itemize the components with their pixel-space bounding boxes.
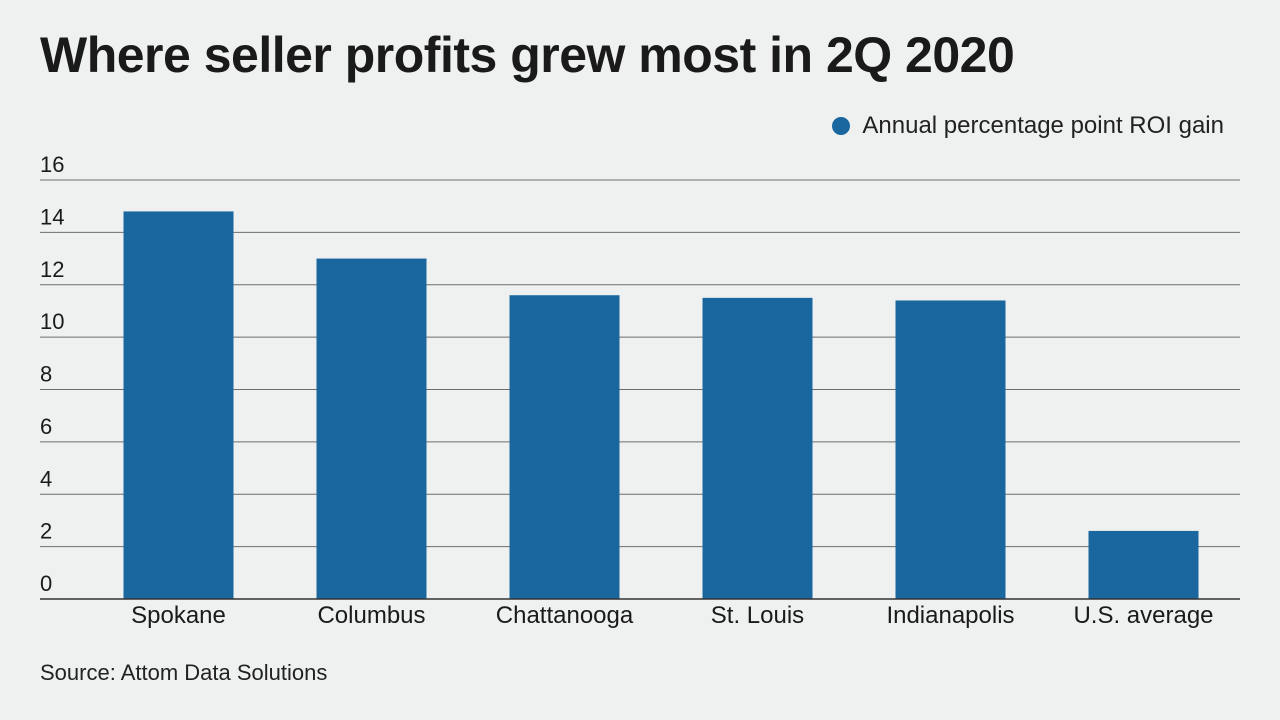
x-tick-label: Indianapolis xyxy=(886,602,1014,629)
y-tick-label: 2 xyxy=(40,519,52,544)
x-tick-label: St. Louis xyxy=(711,602,804,629)
bar xyxy=(702,297,813,599)
y-tick-label: 6 xyxy=(40,414,52,439)
x-tick-label: Columbus xyxy=(317,602,425,629)
bar xyxy=(509,295,620,599)
y-tick-label: 10 xyxy=(40,309,64,334)
legend-marker xyxy=(832,117,851,135)
x-tick-label: Spokane xyxy=(131,602,226,629)
y-tick-label: 16 xyxy=(40,152,64,177)
y-tick-label: 4 xyxy=(40,466,52,491)
bar xyxy=(316,258,427,599)
source-note: Source: Attom Data Solutions xyxy=(40,660,328,685)
legend-label: Annual percentage point ROI gain xyxy=(862,112,1224,139)
bar xyxy=(123,211,234,600)
y-tick-label: 8 xyxy=(40,362,52,387)
y-tick-label: 14 xyxy=(40,204,64,229)
chart-title: Where seller profits grew most in 2Q 202… xyxy=(40,27,1015,83)
x-tick-label: Chattanooga xyxy=(496,602,634,629)
bar xyxy=(1088,530,1199,599)
y-tick-label: 0 xyxy=(40,571,52,596)
y-tick-label: 12 xyxy=(40,257,64,282)
bar xyxy=(895,300,1006,599)
x-tick-label: U.S. average xyxy=(1073,602,1213,629)
chart-legend: Annual percentage point ROI gain xyxy=(832,112,1224,140)
